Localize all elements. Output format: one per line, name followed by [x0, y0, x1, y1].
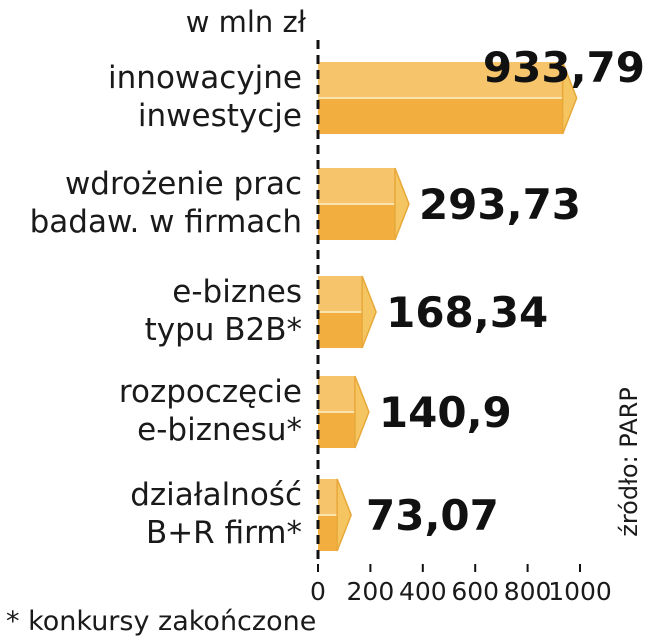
bar-end-cap — [361, 275, 377, 349]
bar-3: e-biznes typu B2B* 168,34 — [145, 274, 548, 349]
category-label: rozpoczęcie e-biznesu* — [119, 374, 302, 448]
value-label: 933,79 — [483, 43, 645, 92]
tick-label: 400 — [399, 577, 447, 606]
category-label: innowacyjne inwestycje — [108, 60, 302, 134]
category-label: wdrożenie prac badaw. w firmach — [30, 166, 302, 240]
bar-4: rozpoczęcie e-biznesu* 140,9 — [119, 374, 512, 449]
bars-group: innowacyjne inwestycje 933,79 wdrożenie pra… — [30, 43, 645, 552]
tick-label: 800 — [504, 577, 552, 606]
value-label: 293,73 — [419, 180, 581, 229]
category-label-line: rozpoczęcie — [119, 374, 302, 410]
category-label-line: e-biznes — [172, 274, 302, 310]
tick-label: 200 — [347, 577, 395, 606]
category-label-line: wdrożenie prac — [65, 166, 302, 202]
value-label: 73,07 — [366, 491, 499, 540]
bar-face-upper — [318, 62, 563, 98]
category-label-line: inwestycje — [138, 98, 302, 134]
tick-label: 0 — [310, 577, 326, 606]
bar-face-upper — [318, 168, 395, 204]
bar-face-lower — [318, 98, 563, 134]
tick-label: 600 — [451, 577, 499, 606]
bar-face-lower — [318, 312, 363, 348]
category-label-line: innowacyjne — [108, 60, 302, 96]
bar-2: wdrożenie prac badaw. w firmach 293,73 — [30, 166, 581, 241]
bar-face-upper — [318, 276, 363, 312]
bar-5: działalność B+R firm* 73,07 — [130, 477, 499, 552]
category-label-line: działalność — [130, 477, 302, 513]
value-label: 140,9 — [379, 388, 512, 437]
category-label: e-biznes typu B2B* — [145, 274, 302, 348]
bar-end-cap — [336, 478, 352, 552]
bar-face-upper — [318, 376, 355, 412]
bar-end-cap — [394, 167, 410, 241]
footnote: * konkursy zakończone — [6, 606, 316, 637]
category-label-line: B+R firm* — [146, 515, 302, 551]
bar-end-cap — [354, 375, 370, 449]
unit-label: w mln zł — [186, 5, 307, 39]
value-label: 168,34 — [386, 288, 548, 337]
bar-face-lower — [318, 204, 395, 240]
category-label: działalność B+R firm* — [130, 477, 302, 551]
category-label-line: e-biznesu* — [137, 412, 302, 448]
category-label-line: badaw. w firmach — [30, 204, 302, 240]
source-label: źródło: PARP — [615, 387, 643, 537]
tick-label: 1000 — [548, 577, 612, 606]
bar-face-lower — [318, 412, 355, 448]
bar-face-lower — [318, 515, 338, 551]
bar-end-cap — [561, 61, 578, 135]
category-label-line: typu B2B* — [145, 312, 302, 348]
bar-face-upper — [318, 479, 338, 515]
bar-1: innowacyjne inwestycje 933,79 — [108, 43, 645, 135]
